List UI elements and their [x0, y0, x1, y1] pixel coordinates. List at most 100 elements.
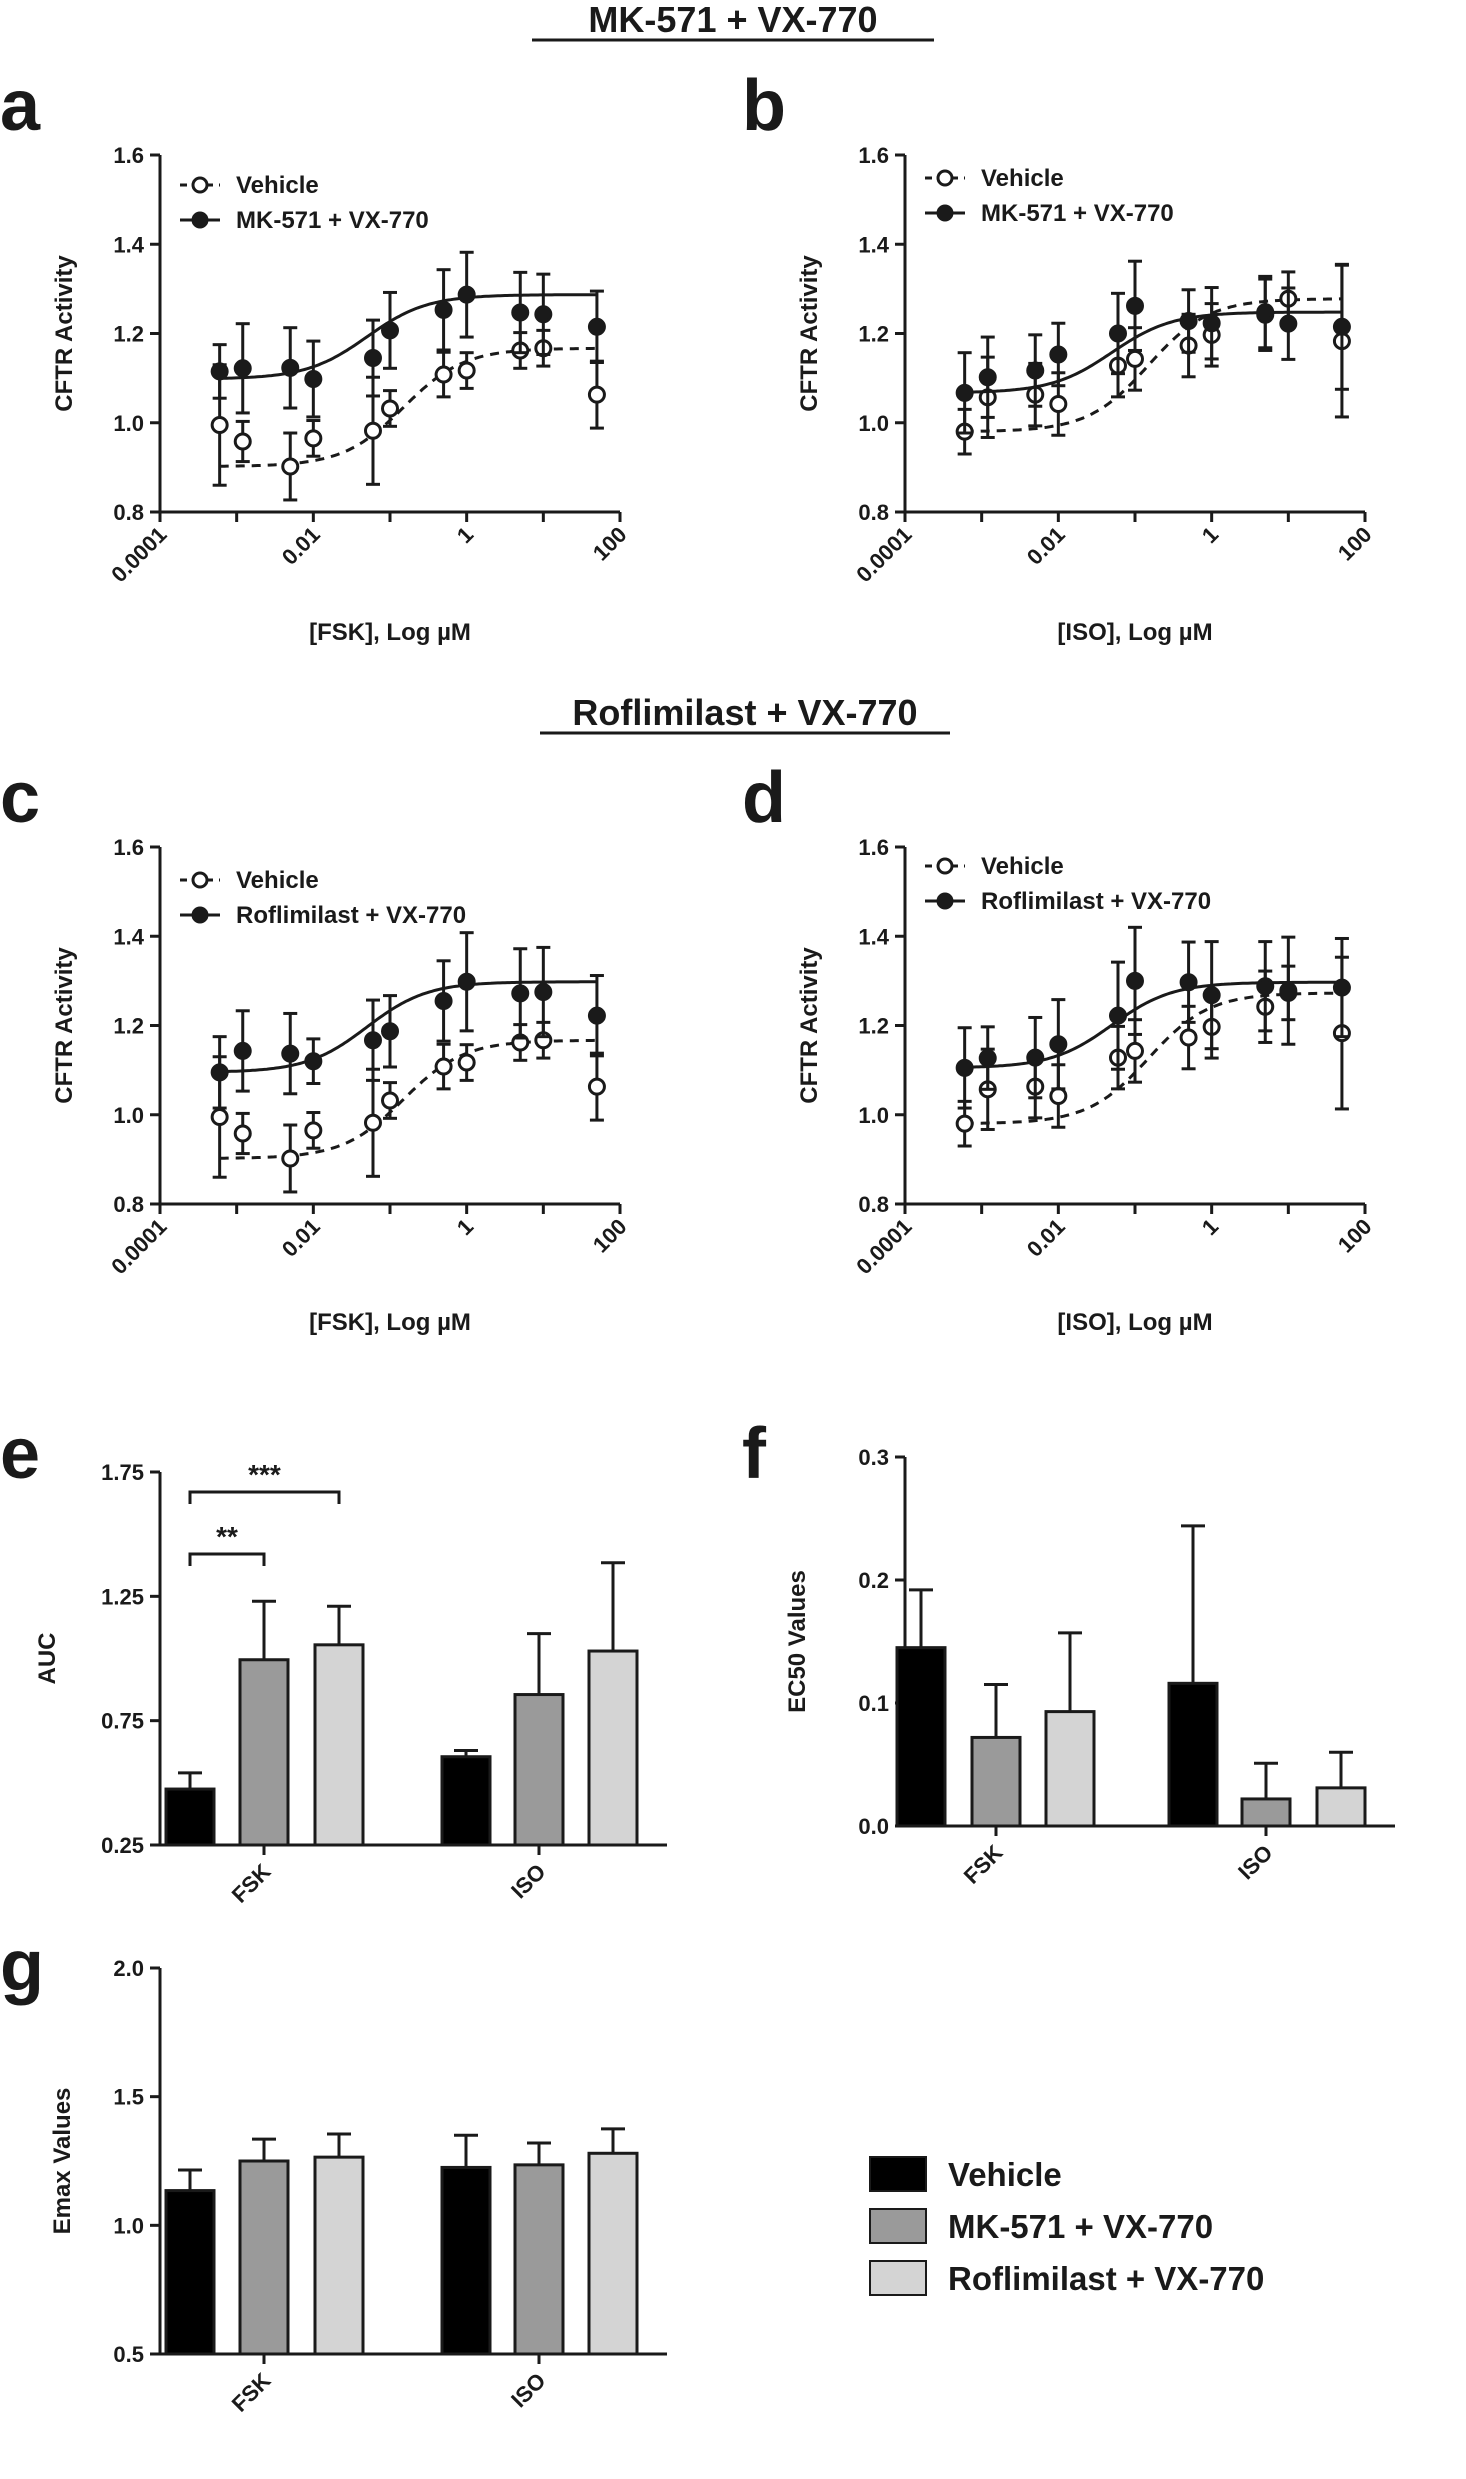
data-point-treatment	[304, 1052, 323, 1071]
legend-marker	[936, 892, 954, 910]
data-point-treatment	[511, 303, 530, 322]
y-tick-label: 0.8	[113, 500, 144, 525]
data-point-vehicle	[304, 429, 323, 448]
panel-letter-g: g	[0, 1926, 44, 2006]
x-category-label: FSK	[959, 1840, 1008, 1889]
panel-letter-d: d	[742, 758, 786, 838]
data-point-treatment	[434, 300, 453, 319]
data-point-treatment	[434, 991, 453, 1010]
y-tick-label: 0.5	[113, 2342, 144, 2367]
data-point-vehicle	[1126, 349, 1144, 368]
data-point-treatment	[1126, 971, 1144, 990]
section-title-roflimilast: Roflimilast + VX-770	[572, 692, 917, 733]
legend-swatch-roflimilast	[869, 2260, 927, 2296]
significance-label: ***	[248, 1459, 281, 1490]
y-tick-label: 1.6	[858, 835, 889, 860]
data-point-treatment	[1126, 296, 1144, 315]
y-tick-label: 1.75	[101, 1460, 144, 1485]
fit-curve-solid	[219, 293, 597, 380]
data-point-vehicle	[233, 432, 252, 451]
panel-letter-c: c	[0, 758, 40, 838]
bar-fsk-0	[164, 1787, 216, 1847]
bar-iso-0	[440, 1755, 492, 1847]
chart-panel-c: 0.8 1.0 1.2 1.4 1.6 0.0001 0.01 1 100 [FSK], Log …	[51, 835, 632, 1336]
x-tick-label: 0.01	[277, 522, 325, 570]
x-tick-label: 1	[452, 1214, 478, 1240]
legend-label: Vehicle	[981, 165, 1064, 192]
panel-letter-e: e	[0, 1414, 40, 1494]
data-point-vehicle	[587, 385, 606, 404]
legend-label: Roflimilast + VX-770	[236, 902, 466, 929]
x-tick-label: 0.0001	[851, 1214, 916, 1279]
bar-iso-1	[513, 2163, 565, 2356]
panel-letter-b: b	[742, 66, 786, 146]
bar-iso-1	[513, 1693, 565, 1847]
bar-iso-0	[440, 2165, 492, 2356]
data-point-treatment	[233, 1041, 252, 1060]
chart-panel-g: 0.5 1.0 1.5 2.0 FSK ISO Emax Values	[49, 1956, 667, 2417]
y-axis-label: CFTR Activity	[796, 255, 823, 412]
legend-label: Vehicle	[236, 867, 319, 894]
y-axis-label: CFTR Activity	[51, 255, 78, 412]
y-tick-label: 1.2	[858, 322, 889, 347]
legend-marker	[191, 906, 209, 924]
y-tick-label: 1.0	[113, 2213, 144, 2238]
chart-panel-d: 0.8 1.0 1.2 1.4 1.6 0.0001 0.01 1 100 [ISO], Log …	[796, 835, 1377, 1336]
data-point-treatment	[534, 983, 553, 1002]
legend-label-mk571: MK-571 + VX-770	[948, 2208, 1213, 2245]
data-point-treatment	[1026, 1048, 1045, 1067]
significance-label: **	[216, 1521, 238, 1552]
data-point-treatment	[587, 1006, 606, 1025]
y-tick-label: 0.1	[858, 1691, 889, 1716]
y-tick-label: 1.4	[113, 924, 144, 949]
x-tick-label: 100	[588, 1214, 632, 1258]
data-point-vehicle	[363, 1113, 382, 1132]
data-point-vehicle	[233, 1124, 252, 1143]
x-category-label: ISO	[1233, 1840, 1277, 1884]
bar-fsk-1	[970, 1735, 1022, 1828]
x-tick-label: 1	[1197, 522, 1223, 548]
x-category-label: ISO	[506, 1859, 550, 1903]
data-point-treatment	[281, 358, 300, 377]
x-category-label: FSK	[227, 2368, 276, 2417]
x-tick-label: 1	[452, 522, 478, 548]
y-tick-label: 1.0	[113, 1103, 144, 1128]
data-point-vehicle	[434, 1057, 453, 1076]
legend-marker	[936, 204, 954, 222]
legend-label-roflimilast: Roflimilast + VX-770	[948, 2260, 1264, 2297]
bar-iso-2	[587, 2151, 639, 2356]
data-point-treatment	[1108, 1006, 1127, 1025]
y-tick-label: 1.0	[858, 411, 889, 436]
legend-label: Roflimilast + VX-770	[981, 888, 1211, 915]
data-point-vehicle	[587, 1077, 606, 1096]
bar-fsk-2	[313, 1643, 365, 1847]
legend-label: Vehicle	[981, 853, 1064, 880]
panel-letter-f: f	[742, 1414, 767, 1494]
y-tick-label: 0.75	[101, 1709, 144, 1734]
data-point-treatment	[534, 305, 553, 324]
y-tick-label: 0.2	[858, 1568, 889, 1593]
x-tick-label: 0.01	[1022, 522, 1070, 570]
data-point-treatment	[511, 984, 530, 1003]
data-point-treatment	[1332, 978, 1351, 997]
y-tick-label: 1.5	[113, 2085, 144, 2110]
data-point-vehicle	[381, 1091, 399, 1110]
data-point-vehicle	[363, 421, 382, 440]
y-axis-label: Emax Values	[49, 2088, 76, 2235]
y-tick-label: 0.8	[113, 1192, 144, 1217]
chart-panel-b: 0.8 1.0 1.2 1.4 1.6 0.0001 0.01 1 100 [ISO], Log …	[796, 143, 1377, 646]
y-tick-label: 1.4	[858, 232, 889, 257]
bar-fsk-2	[313, 2155, 365, 2356]
y-tick-label: 0.0	[858, 1814, 889, 1839]
panel-letter-a: a	[0, 66, 41, 146]
fit-curve-dashed	[964, 297, 1342, 433]
data-point-vehicle	[1179, 1028, 1198, 1047]
section-title-mk571: MK-571 + VX-770	[588, 0, 877, 40]
y-tick-label: 1.4	[858, 924, 889, 949]
data-point-treatment	[1049, 345, 1068, 364]
data-point-vehicle	[1126, 1041, 1144, 1060]
bar-iso-1	[1240, 1797, 1292, 1828]
chart-panel-f: 0.0 0.1 0.2 0.3 FSK ISO EC50 Values	[784, 1445, 1395, 1889]
data-point-vehicle	[304, 1121, 323, 1140]
data-point-vehicle	[457, 361, 476, 380]
